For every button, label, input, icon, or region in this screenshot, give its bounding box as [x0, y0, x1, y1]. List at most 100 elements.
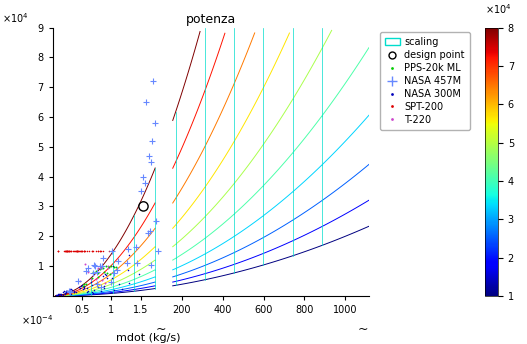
- Point: [125, 252, 133, 258]
- Point: [97, 263, 106, 269]
- Point: [67, 248, 75, 254]
- Point: [60, 289, 69, 294]
- Point: [58, 289, 67, 295]
- Point: [105, 272, 114, 277]
- Point: [151, 218, 160, 224]
- Legend: scaling, design point, PPS-20k ML, NASA 457M, NASA 300M, SPT-200, T-220: scaling, design point, PPS-20k ML, NASA …: [380, 32, 470, 130]
- Point: [66, 292, 75, 297]
- Point: [70, 290, 79, 295]
- Point: [72, 248, 80, 254]
- Point: [77, 248, 85, 254]
- Point: [62, 248, 71, 254]
- Point: [61, 291, 70, 297]
- Point: [90, 288, 99, 293]
- Point: [91, 264, 99, 269]
- Point: [62, 289, 70, 294]
- Point: [62, 248, 70, 254]
- Point: [60, 248, 69, 254]
- Point: [123, 261, 131, 266]
- Point: [74, 248, 82, 254]
- Point: [101, 280, 110, 286]
- Point: [101, 271, 110, 276]
- Point: [72, 289, 81, 294]
- Point: [61, 290, 69, 295]
- Point: [88, 248, 96, 254]
- Point: [76, 279, 84, 284]
- Point: [94, 248, 103, 254]
- Point: [94, 284, 103, 289]
- Point: [113, 267, 121, 272]
- Point: [54, 291, 62, 297]
- Point: [67, 291, 75, 297]
- Point: [77, 248, 86, 254]
- Point: [63, 288, 71, 293]
- Point: [100, 283, 109, 288]
- Point: [108, 248, 116, 254]
- Point: [118, 287, 126, 292]
- Point: [52, 292, 61, 298]
- Point: [96, 266, 105, 272]
- Point: [63, 248, 71, 254]
- Point: [136, 189, 145, 194]
- Point: [110, 287, 118, 293]
- Point: [147, 159, 155, 164]
- Point: [83, 289, 92, 295]
- Text: ~: ~: [156, 323, 167, 336]
- Point: [70, 248, 78, 254]
- Point: [124, 267, 132, 273]
- Point: [73, 248, 82, 254]
- Point: [66, 248, 75, 254]
- Point: [141, 180, 150, 185]
- Point: [112, 264, 121, 270]
- Point: [65, 289, 74, 295]
- Point: [80, 285, 88, 291]
- Point: [106, 264, 115, 269]
- Point: [63, 248, 72, 254]
- Point: [87, 248, 96, 254]
- Point: [61, 248, 70, 254]
- Point: [78, 248, 86, 254]
- Point: [79, 286, 87, 292]
- Point: [149, 78, 158, 84]
- Point: [115, 281, 123, 287]
- Point: [73, 248, 81, 254]
- Point: [105, 265, 113, 270]
- Point: [123, 247, 132, 252]
- Point: [131, 244, 140, 250]
- Point: [88, 275, 96, 281]
- Point: [110, 264, 118, 269]
- Point: [80, 248, 89, 254]
- Point: [64, 248, 72, 254]
- Point: [93, 281, 102, 287]
- Point: [89, 290, 97, 295]
- Point: [151, 120, 159, 126]
- Point: [106, 280, 115, 285]
- Point: [62, 248, 71, 254]
- Point: [63, 288, 71, 294]
- Point: [52, 292, 61, 298]
- Point: [142, 99, 151, 105]
- Point: [63, 248, 71, 254]
- Point: [90, 262, 98, 268]
- Point: [65, 248, 74, 254]
- Point: [99, 248, 108, 254]
- Point: [56, 291, 64, 297]
- Point: [79, 283, 87, 289]
- Point: [67, 287, 75, 292]
- Title: potenza: potenza: [186, 13, 236, 26]
- Point: [97, 248, 105, 254]
- Point: [94, 265, 102, 270]
- Point: [92, 276, 100, 281]
- Point: [76, 285, 84, 291]
- Point: [132, 260, 141, 266]
- Point: [66, 248, 74, 254]
- Point: [104, 248, 113, 254]
- Point: [89, 269, 97, 275]
- Point: [92, 269, 101, 274]
- Point: [54, 248, 62, 254]
- Point: [74, 248, 82, 254]
- Point: [88, 289, 96, 295]
- Point: [81, 261, 90, 267]
- Point: [89, 270, 97, 276]
- Point: [102, 263, 110, 268]
